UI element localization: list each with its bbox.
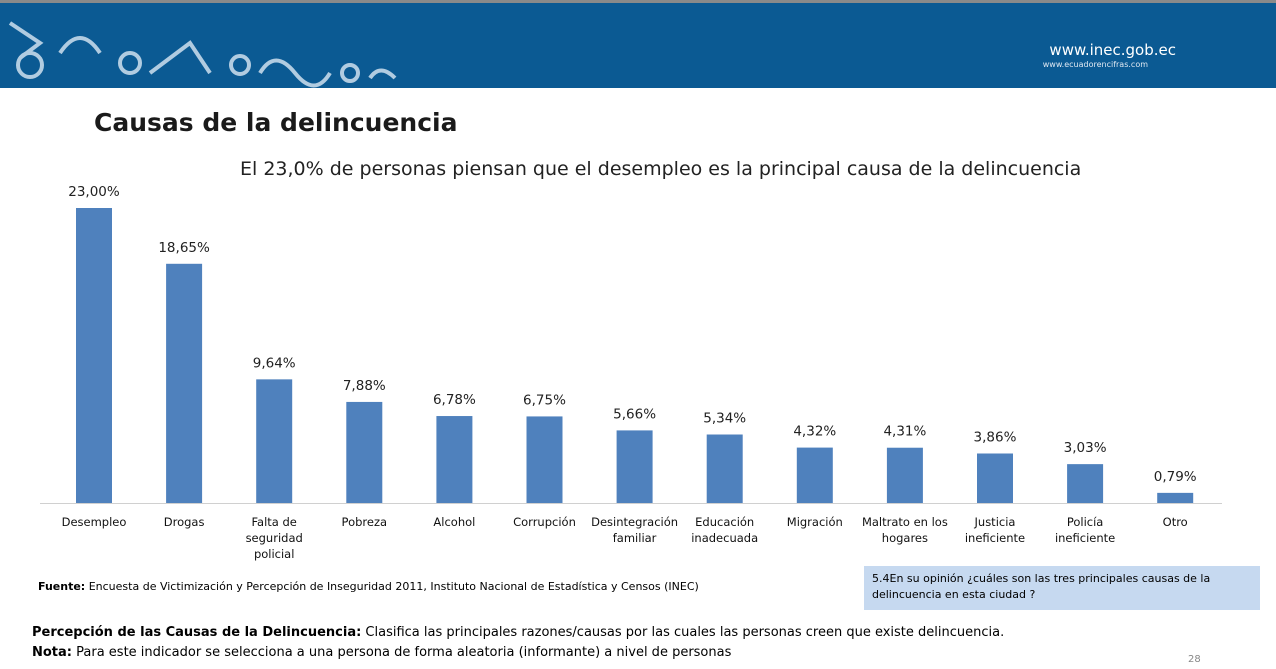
header-decoration	[8, 21, 397, 88]
source: Fuente: Encuesta de Victimización y Perc…	[38, 580, 699, 593]
data-label: 23,00%	[68, 184, 120, 200]
category-label: Migración	[786, 515, 843, 529]
bar	[796, 447, 833, 503]
bar	[76, 208, 112, 503]
data-label: 18,65%	[158, 240, 210, 256]
bar	[256, 379, 293, 503]
slide-title: Causas de la delincuencia	[94, 108, 458, 137]
bar	[977, 453, 1013, 503]
note-text: Clasifica las principales razones/causas…	[361, 625, 1005, 640]
bar	[1067, 464, 1104, 503]
category-label: Policía ineficiente	[1054, 515, 1116, 545]
category-label: Maltrato en los hogares	[861, 515, 948, 545]
source-text: Encuesta de Victimización y Percepción d…	[85, 580, 699, 593]
bar	[886, 447, 923, 503]
category-label: Drogas	[163, 515, 205, 529]
bar	[436, 416, 473, 503]
data-label: 6,78%	[433, 392, 476, 408]
data-label: 3,86%	[974, 429, 1017, 445]
note-label: Nota:	[32, 645, 72, 660]
data-label: 7,88%	[343, 378, 386, 394]
bar	[706, 434, 743, 503]
data-label: 9,64%	[253, 355, 296, 371]
category-label: Otro	[1162, 515, 1188, 529]
data-label: 5,34%	[703, 411, 746, 427]
bar	[526, 416, 563, 503]
category-label: Falta de seguridad policial	[245, 515, 303, 561]
category-label: Educación inadecuada	[691, 515, 759, 545]
data-label: 5,66%	[613, 406, 656, 422]
header-url-secondary: www.ecuadorencifras.com	[1042, 60, 1148, 69]
page-number: 28	[1188, 654, 1201, 665]
bar	[1157, 492, 1194, 503]
data-label: 4,32%	[793, 424, 836, 440]
note: Nota: Para este indicador se selecciona …	[32, 645, 731, 660]
bar	[616, 430, 653, 503]
category-label: Pobreza	[341, 515, 388, 529]
data-label: 6,75%	[523, 392, 566, 408]
note-text: Para este indicador se selecciona a una …	[72, 645, 732, 660]
question-box: 5.4En su opinión ¿cuáles son las tres pr…	[864, 566, 1260, 610]
category-label: Corrupción	[513, 515, 576, 529]
data-label: 4,31%	[883, 424, 926, 440]
data-label: 0,79%	[1154, 469, 1197, 485]
category-label: Desintegración familiar	[591, 515, 679, 545]
category-label: Justicia ineficiente	[964, 515, 1026, 545]
category-label: Alcohol	[433, 515, 476, 529]
note-label: Percepción de las Causas de la Delincuen…	[32, 625, 362, 640]
note: Percepción de las Causas de la Delincuen…	[32, 625, 1004, 640]
data-label: 3,03%	[1064, 440, 1107, 456]
source-label: Fuente:	[38, 580, 86, 593]
bar	[346, 401, 383, 503]
header-band: www.inec.gob.ec www.ecuadorencifras.com	[0, 0, 1276, 88]
chart-subtitle: El 23,0% de personas piensan que el dese…	[240, 158, 1082, 180]
header-url: www.inec.gob.ec	[1049, 41, 1176, 59]
category-label: Desempleo	[61, 515, 127, 529]
bar	[166, 263, 203, 503]
